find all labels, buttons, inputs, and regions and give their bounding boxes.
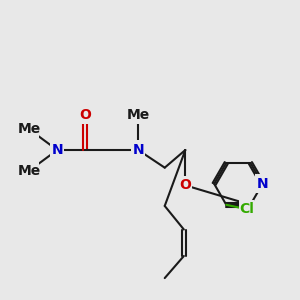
Text: O: O xyxy=(179,178,191,192)
Text: N: N xyxy=(132,143,144,157)
FancyBboxPatch shape xyxy=(239,200,254,219)
FancyBboxPatch shape xyxy=(19,161,39,180)
Text: N: N xyxy=(257,177,268,191)
Text: Me: Me xyxy=(127,108,150,122)
Text: Cl: Cl xyxy=(239,202,254,216)
FancyBboxPatch shape xyxy=(19,120,39,139)
Text: O: O xyxy=(79,108,91,122)
FancyBboxPatch shape xyxy=(128,105,148,124)
FancyBboxPatch shape xyxy=(179,176,192,195)
FancyBboxPatch shape xyxy=(79,105,92,124)
FancyBboxPatch shape xyxy=(131,140,145,160)
Text: Me: Me xyxy=(18,164,41,178)
Text: Me: Me xyxy=(18,122,41,136)
Text: N: N xyxy=(51,143,63,157)
FancyBboxPatch shape xyxy=(255,174,269,194)
FancyBboxPatch shape xyxy=(50,140,64,160)
